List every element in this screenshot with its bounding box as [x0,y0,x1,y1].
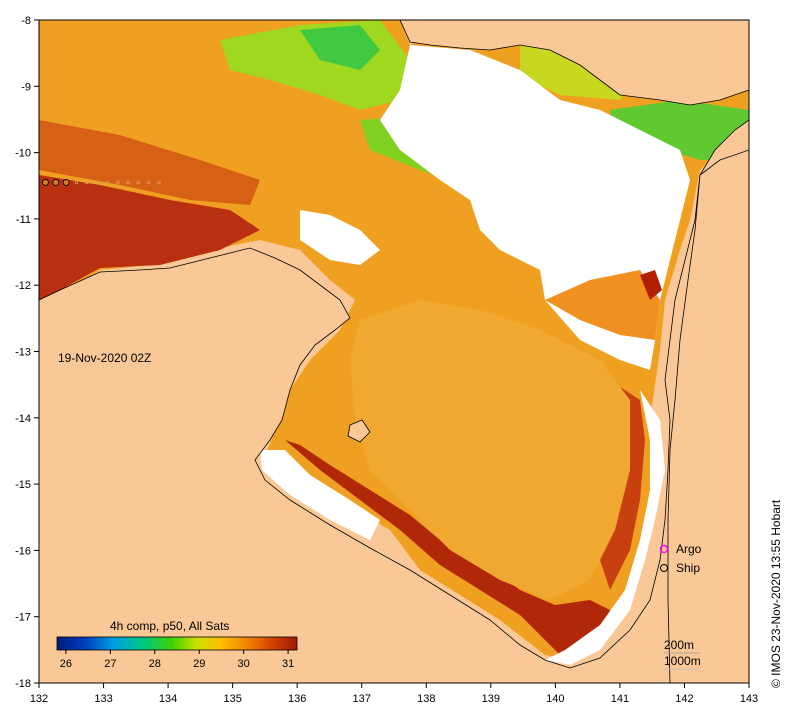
lon-tick-label: 136 [288,693,306,705]
copyright-text: © IMOS 23-Nov-2020 13:55 Hobart [769,499,783,688]
colorbar-tick-label: 31 [282,658,294,670]
warm-band-west [39,175,260,300]
cool-north-2 [300,25,380,70]
argo-track-point [146,180,151,185]
ship-marker-icon [660,564,668,572]
lat-tick-label: -14 [15,413,31,425]
coastline-north [399,20,749,106]
lon-tick-label: 137 [353,693,371,705]
argo-track-point [62,179,70,186]
contour-legend: 200m 1000m [664,638,701,670]
lat-tick-label: -11 [16,214,31,226]
central-gulf [350,300,630,600]
contour-200-label: 200m [664,638,694,652]
lon-tick-label: 143 [740,693,758,705]
colorbar-tick-label: 30 [238,658,250,670]
contour-1000-label: 1000m [664,654,701,668]
lon-tick-label: 139 [482,693,500,705]
lat-tick-label: -13 [15,347,31,359]
lon-tick-label: 133 [94,693,112,705]
lat-tick-label: -9 [21,81,31,93]
lon-tick-label: 135 [223,693,241,705]
lon-tick-label: 142 [675,693,693,705]
east-band [545,270,660,340]
argo-track-point [74,180,79,185]
legend-argo: Argo [676,542,702,556]
argo-track-point [157,180,161,185]
lat-tick-label: -16 [15,545,31,557]
argo-track-point [84,180,89,185]
lat-tick-label: -18 [15,678,31,690]
lon-tick-label: 140 [546,693,564,705]
argo-track-point [95,180,99,185]
lon-tick-label: 138 [417,693,435,705]
argo-track [42,179,161,186]
lat-tick-label: -12 [15,280,31,292]
nodata-4 [260,450,380,540]
argo-track-point [105,180,110,185]
lat-tick-label: -15 [15,479,31,491]
lat-tick-label: -8 [21,15,31,27]
cool-ne [610,100,749,160]
map-area [39,20,749,683]
island-1 [347,419,371,443]
nodata-3 [545,390,665,665]
warm-band-west-2 [39,120,260,205]
colorbar-tick-label: 26 [60,658,72,670]
argo-track-point [42,179,49,186]
argo-marker-icon [659,544,669,554]
latitude-axis: -8 -9 -10 -11 -12 -13 -14 -15 -16 -17 -18 [15,15,39,690]
coastline-west [39,119,749,683]
date-label: 19-Nov-2020 02Z [58,351,151,365]
colorbar-title: 4h comp, p50, All Sats [110,619,229,633]
colorbar-tick-label: 28 [149,658,161,670]
argo-track-point [52,179,60,186]
east-hotspot [640,270,662,300]
longitude-axis: 132 133 134 135 136 137 138 139 140 141 142 143 [30,683,758,705]
lat-tick-label: -10 [15,148,31,160]
argo-track-point [126,180,130,185]
colorbar-tick-label: 27 [104,658,116,670]
lat-tick-label: -17 [15,612,31,624]
colorbar-tick-label: 29 [193,658,205,670]
argo-track-point [136,180,141,185]
lon-tick-label: 134 [159,693,177,705]
argo-track-point [115,180,120,185]
legend-ship: Ship [676,561,700,575]
lon-tick-label: 132 [30,693,48,705]
colorbar [56,636,298,651]
colorbar-ticks: 26 27 28 29 30 31 [60,650,294,670]
coastline-east [667,149,749,683]
legend: Argo Ship [659,542,702,575]
nodata-2 [300,210,380,265]
lon-tick-label: 141 [611,693,629,705]
